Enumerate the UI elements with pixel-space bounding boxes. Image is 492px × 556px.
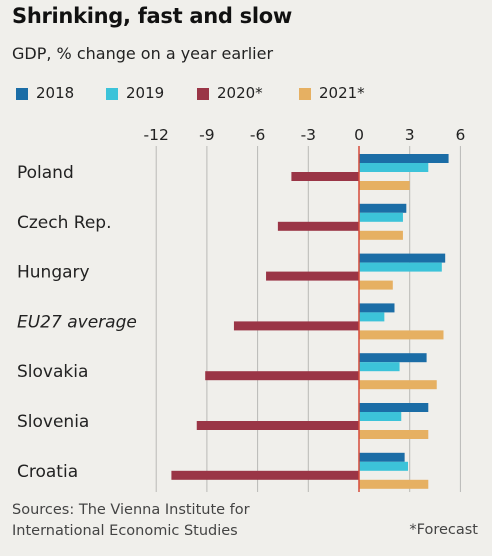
source-line-1: Sources: The Vienna Institute for xyxy=(12,502,250,518)
bar xyxy=(205,371,359,381)
x-tick-label: 3 xyxy=(405,126,415,144)
legend-swatch-2021 xyxy=(299,88,311,100)
bar xyxy=(359,312,385,322)
bar xyxy=(359,253,446,263)
category-label: EU27 average xyxy=(17,312,137,332)
bar xyxy=(266,271,359,281)
source-note: Sources: The Vienna Institute for Intern… xyxy=(12,500,250,542)
category-label: Slovenia xyxy=(17,412,89,432)
category-label: Croatia xyxy=(17,462,78,482)
bar xyxy=(359,330,444,340)
bar xyxy=(359,430,429,439)
bar xyxy=(359,181,410,190)
x-tick-label: -12 xyxy=(144,126,169,144)
bar xyxy=(359,452,405,462)
legend-swatch-2018 xyxy=(16,88,28,100)
bar xyxy=(359,303,395,313)
x-tick-label: -9 xyxy=(199,126,214,144)
bar xyxy=(196,421,359,430)
legend-swatch-2020 xyxy=(197,88,209,100)
bar xyxy=(359,412,402,421)
x-tick-label: 0 xyxy=(354,126,364,144)
x-tick-label: -3 xyxy=(301,126,316,144)
bar xyxy=(359,280,393,290)
bar xyxy=(359,353,427,363)
chart-subtitle: GDP, % change on a year earlier xyxy=(12,44,274,63)
legend-swatch-2019 xyxy=(106,88,118,100)
bar xyxy=(359,203,407,213)
bar xyxy=(359,262,442,272)
bar xyxy=(359,212,403,222)
source-line-2: International Economic Studies xyxy=(12,523,238,539)
bar xyxy=(359,403,429,412)
legend-label-2021: 2021* xyxy=(319,84,365,102)
bar xyxy=(359,163,429,172)
legend-label-2019: 2019 xyxy=(126,84,165,102)
bar xyxy=(171,470,359,480)
bar xyxy=(359,362,400,372)
x-tick-label: -6 xyxy=(250,126,265,144)
legend-label-2018: 2018 xyxy=(36,84,75,102)
chart-title: Shrinking, fast and slow xyxy=(12,4,292,28)
bar-chart: -12 -9 -6 -3 0 3 6 Poland Czech Rep. Hungary EU27 … xyxy=(17,126,465,492)
bar xyxy=(359,230,403,240)
category-label: Hungary xyxy=(17,263,90,283)
legend-label-2020: 2020* xyxy=(217,84,263,102)
category-label: Poland xyxy=(17,163,74,183)
bar xyxy=(359,154,449,163)
bar xyxy=(277,221,359,231)
category-label: Slovakia xyxy=(17,362,88,382)
category-label: Czech Rep. xyxy=(17,213,111,233)
x-tick-label: 6 xyxy=(455,126,465,144)
bar xyxy=(359,461,409,471)
bar xyxy=(359,380,437,390)
forecast-note: *Forecast xyxy=(409,522,478,538)
bar xyxy=(291,172,359,181)
bar xyxy=(359,479,429,489)
bar xyxy=(233,321,359,331)
